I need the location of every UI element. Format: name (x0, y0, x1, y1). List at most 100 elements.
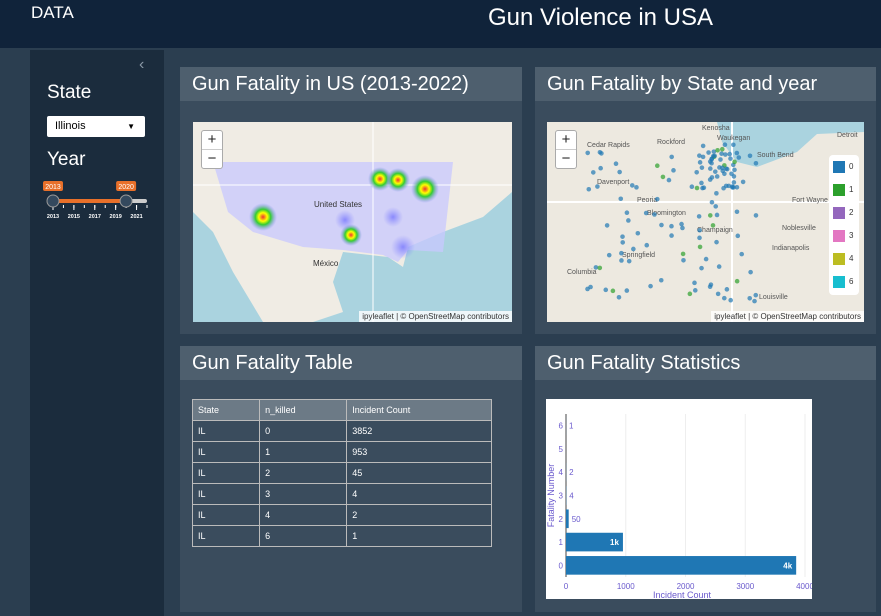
city-label: Fort Wayne (792, 197, 828, 204)
map-dot (731, 142, 736, 148)
map-dot (740, 179, 746, 185)
map-dot (709, 175, 715, 180)
zoom-control: + − (555, 130, 577, 169)
slider-handle (46, 194, 60, 208)
legend-swatch (833, 276, 845, 288)
slider-handle (119, 194, 133, 208)
y-tick-label: 0 (559, 561, 564, 570)
map-label: México (313, 259, 339, 268)
map-dot (692, 280, 697, 286)
table-row: IL 6 1 (191, 525, 492, 547)
map-dot (689, 184, 695, 190)
map-dot (752, 298, 757, 304)
legend-item: 4 (833, 253, 853, 265)
table-row: IL 1 953 (191, 441, 492, 463)
data-label: 4k (783, 561, 792, 570)
zoom-in[interactable]: + (207, 131, 217, 148)
map-dot (619, 258, 624, 263)
legend-label: 0 (849, 162, 854, 172)
map-dot (726, 183, 732, 189)
panel-title: Gun Fatality in US (2013-2022) (180, 67, 522, 101)
map-dot (715, 291, 721, 297)
map-dot (700, 154, 706, 160)
x-tick-label: 2000 (677, 582, 695, 591)
zoom-in[interactable]: + (561, 131, 571, 148)
map-dot (753, 213, 759, 218)
x-tick-label: 0 (564, 582, 569, 591)
city-label: Detroit (837, 132, 858, 139)
map-dot (721, 295, 727, 301)
table-cell: 1 (346, 525, 492, 547)
city-label: Kenosha (702, 125, 730, 132)
legend-swatch (833, 161, 845, 173)
panel: Gun Fatality Table State n_killed Incident… (180, 346, 522, 612)
map-dot (714, 174, 720, 179)
legend-label: 3 (849, 231, 854, 241)
table-cell: IL (191, 525, 261, 547)
bar (566, 556, 797, 575)
map-dot (585, 150, 591, 156)
map-dot (719, 146, 725, 152)
city-label: Springfield (622, 252, 655, 259)
map-dot (671, 168, 676, 173)
table-cell: 2 (259, 462, 348, 484)
collapse-button[interactable]: ‹ (139, 56, 145, 73)
map-dot (648, 283, 653, 289)
city-label: Waukegan (717, 135, 750, 142)
map-dot (694, 185, 700, 191)
panel-title: Gun Fatality Table (180, 346, 522, 380)
map[interactable]: United States México + − ipyleaflet | © O… (193, 122, 512, 322)
table-cell: IL (191, 483, 261, 505)
map-dot (708, 166, 713, 171)
zoom-control: + − (201, 130, 223, 169)
map-dot (697, 227, 702, 233)
map-dot (697, 244, 703, 250)
brand[interactable]: DATA (31, 3, 74, 22)
state-select[interactable]: Illinois ▼ (47, 116, 145, 137)
data-label: 1 (569, 422, 574, 431)
city-label: South Bend (757, 152, 794, 159)
map-dot (700, 143, 706, 149)
map-dot (679, 221, 684, 227)
y-tick-label: 4 (559, 468, 564, 477)
y-tick-label: 1 (559, 538, 564, 547)
map-dot (654, 196, 660, 202)
map-dot (711, 149, 717, 154)
map-dot (658, 277, 664, 283)
map-dot (680, 225, 685, 231)
city-label: Cedar Rapids (587, 142, 630, 149)
x-tick-label: 4000 (796, 582, 812, 591)
data-label: 4 (569, 492, 574, 501)
legend-swatch (833, 230, 845, 242)
map-dot (715, 147, 720, 153)
bar-chart: 0 1000 2000 3000 4000 Incident Count Fatality … (546, 399, 812, 599)
map[interactable]: Kenosha Waukegan Rockford Cedar Rapids Daven… (547, 122, 864, 322)
zoom-out[interactable]: − (556, 149, 576, 168)
map-dot (680, 251, 686, 257)
map-dot (699, 265, 704, 271)
map-dot (697, 153, 702, 158)
map-dot (635, 230, 641, 236)
y-axis-label: Fatality Number (546, 464, 556, 528)
map-dot (719, 151, 724, 156)
map-dot (747, 295, 753, 301)
attribution: ipyleaflet | © OpenStreetMap contributor… (711, 311, 864, 322)
table-cell: 3852 (346, 420, 492, 442)
city-label: Louisville (759, 294, 788, 301)
slider-tick-label: 2019 (110, 214, 122, 220)
map-dot (721, 185, 726, 191)
map-dot (731, 180, 737, 185)
city-label: Bloomington (647, 210, 686, 217)
table-cell: IL (191, 504, 261, 526)
slider-tick-label: 2015 (68, 214, 80, 220)
column-header: State (191, 399, 261, 421)
map-legend: 0 1 2 3 4 6 (829, 155, 859, 295)
year-slider[interactable]: 2013 2015 2017 2019 2021 2013 2020 (40, 178, 160, 223)
bar (566, 532, 623, 552)
legend-swatch (833, 184, 845, 196)
zoom-out[interactable]: − (202, 149, 222, 168)
map-dot (724, 287, 730, 292)
map-dot (626, 258, 632, 264)
column-header: Incident Count (346, 399, 492, 421)
panel-title: Gun Fatality Statistics (535, 346, 876, 380)
